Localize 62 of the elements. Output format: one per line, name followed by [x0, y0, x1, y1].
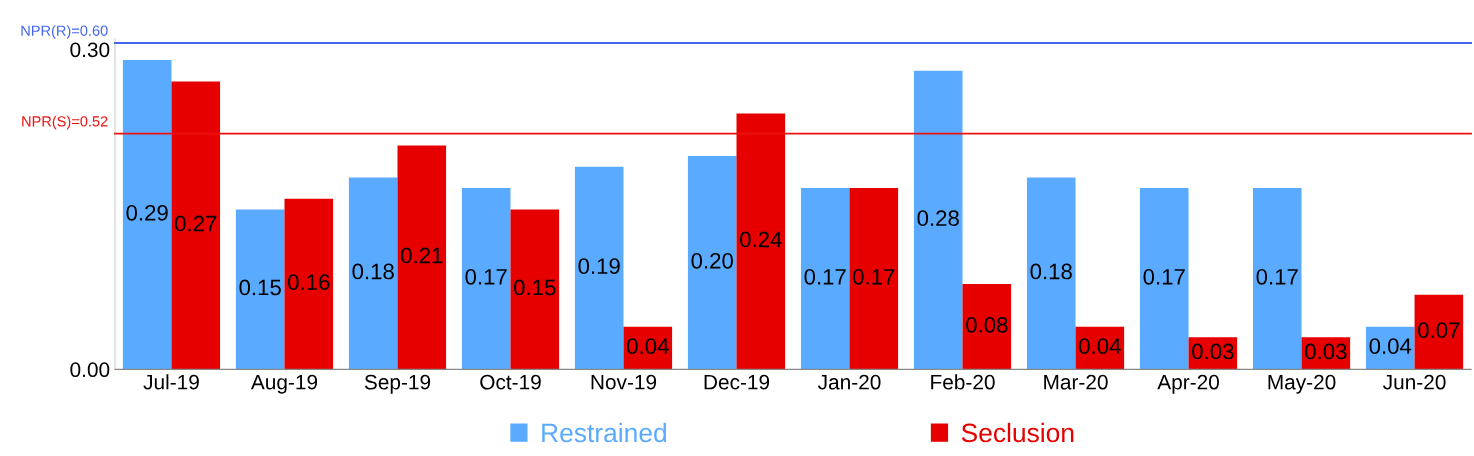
- bar: [1252, 188, 1302, 370]
- x-tick-label: Dec-19: [704, 374, 770, 390]
- data-label: 0.18: [1030, 263, 1072, 280]
- x-tick-label: Jun-20: [1383, 374, 1446, 390]
- data-label: 0.15: [239, 279, 281, 296]
- x-tick-label: Nov-19: [591, 374, 657, 390]
- bar: [1414, 294, 1464, 370]
- x-tick-label: Aug-19: [250, 374, 318, 394]
- data-label: 0.28: [917, 210, 959, 227]
- data-label: 0.18: [352, 263, 394, 280]
- data-label: 0.16: [288, 274, 330, 291]
- bar: [171, 81, 221, 370]
- data-label: 0.03: [1192, 343, 1234, 360]
- data-label: 0.19: [578, 258, 620, 275]
- bar: [348, 177, 398, 370]
- bar: [235, 209, 285, 370]
- bar: [800, 188, 850, 370]
- data-label: 0.03: [1305, 343, 1347, 360]
- bar: [913, 70, 963, 370]
- bar: [962, 284, 1012, 370]
- bar: [510, 209, 560, 370]
- bar: [397, 145, 447, 370]
- bar: [574, 166, 624, 370]
- y-tick-label: 0.30: [70, 42, 110, 58]
- data-label: 0.08: [966, 316, 1008, 333]
- data-label: 0.24: [740, 231, 782, 248]
- x-tick-label: Feb-20: [931, 374, 995, 390]
- data-label: 0.27: [175, 215, 217, 232]
- data-label: 0.17: [1143, 268, 1185, 285]
- bar: [122, 60, 172, 370]
- bar: [1026, 177, 1076, 370]
- bar: [1139, 188, 1189, 370]
- data-label: 0.20: [691, 252, 733, 269]
- bar: [1365, 326, 1415, 370]
- x-tick-label: Apr-20: [1157, 374, 1219, 394]
- bar: [849, 188, 899, 370]
- bar: [687, 156, 737, 370]
- legend-label: Seclusion: [961, 422, 1074, 443]
- legend-label: Restrained: [542, 422, 666, 443]
- x-tick-label: Oct-19: [480, 374, 541, 390]
- text: NPR(R)=0.60: [21, 25, 108, 39]
- data-label: 0.07: [1418, 322, 1460, 338]
- text: NPR(S)=0.52: [22, 115, 108, 130]
- data-label: 0.04: [1079, 338, 1121, 354]
- data-label: 0.17: [853, 268, 895, 285]
- y-tick-label: 0.00: [70, 362, 110, 378]
- data-label: 0.15: [514, 279, 556, 296]
- data-label: 0.29: [126, 204, 168, 221]
- data-label: 0.21: [401, 247, 443, 264]
- data-label: 0.17: [804, 268, 846, 285]
- x-tick-label: May-20: [1268, 374, 1336, 394]
- data-label: 0.04: [627, 338, 669, 354]
- x-tick-label: Jan-20: [817, 374, 881, 390]
- bar: [736, 113, 786, 370]
- data-label: 0.04: [1369, 338, 1412, 354]
- x-tick-label: Mar-20: [1044, 374, 1108, 390]
- bar: [461, 188, 511, 370]
- x-tick-label: Jul-19: [143, 374, 199, 390]
- bar: [284, 198, 334, 370]
- data-label: 0.17: [1256, 268, 1298, 285]
- x-tick-label: Sep-19: [364, 374, 431, 394]
- data-label: 0.17: [465, 268, 507, 285]
